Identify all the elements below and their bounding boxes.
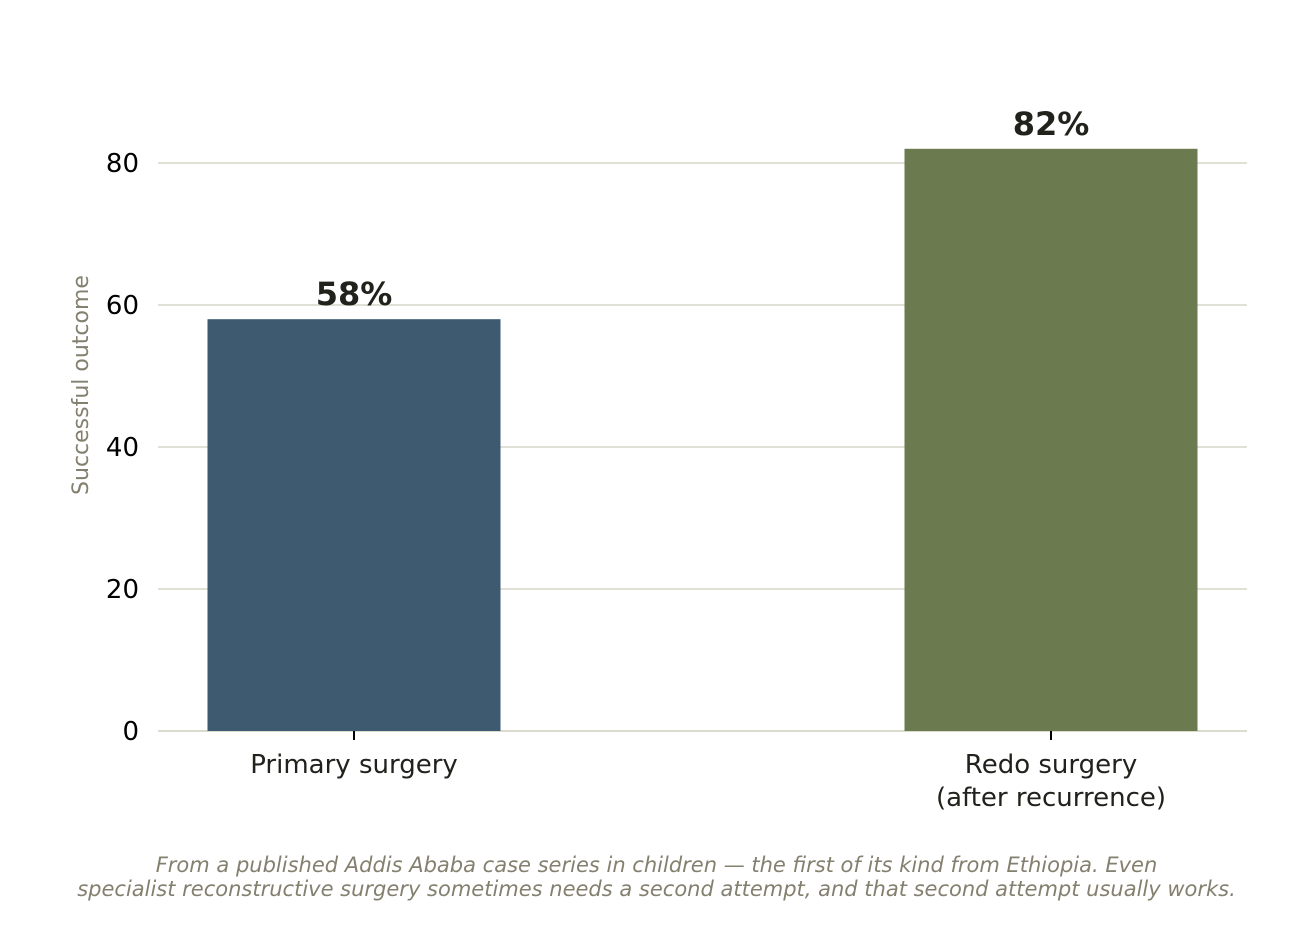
bars: [207, 148, 1198, 732]
bar-value-label: 82%: [1013, 105, 1090, 143]
bar: [904, 148, 1198, 732]
caption-line-2: specialist reconstructive surgery someti…: [77, 877, 1236, 901]
x-tick-label: Redo surgery: [965, 750, 1137, 780]
y-tick-label: 20: [106, 575, 139, 605]
value-labels: 58% 82%: [316, 105, 1090, 313]
x-tick-label: (after recurrence): [936, 783, 1166, 813]
x-axis-ticks: Primary surgery Redo surgery(after recurr…: [250, 731, 1166, 813]
y-tick-label: 0: [122, 717, 139, 747]
y-axis-ticks: 0 20 40 60 80: [106, 149, 139, 747]
caption-line-1: From a published Addis Ababa case series…: [155, 853, 1158, 877]
x-tick-label: Primary surgery: [250, 750, 458, 780]
bar-chart: 0 20 40 60 80 Primary surgery Redo surgery(af…: [69, 105, 1247, 813]
bar: [207, 319, 501, 731]
bar-value-label: 58%: [316, 275, 393, 313]
y-tick-label: 60: [106, 291, 139, 321]
y-tick-label: 40: [106, 433, 139, 463]
y-axis-label: Successful outcome: [69, 275, 94, 495]
y-tick-label: 80: [106, 149, 139, 179]
